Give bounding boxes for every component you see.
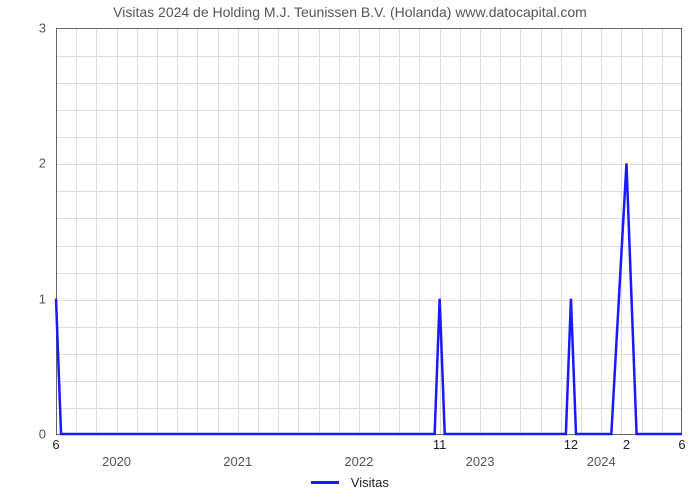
line-series xyxy=(0,0,700,500)
visits-chart: Visitas 2024 de Holding M.J. Teunissen B… xyxy=(0,0,700,500)
